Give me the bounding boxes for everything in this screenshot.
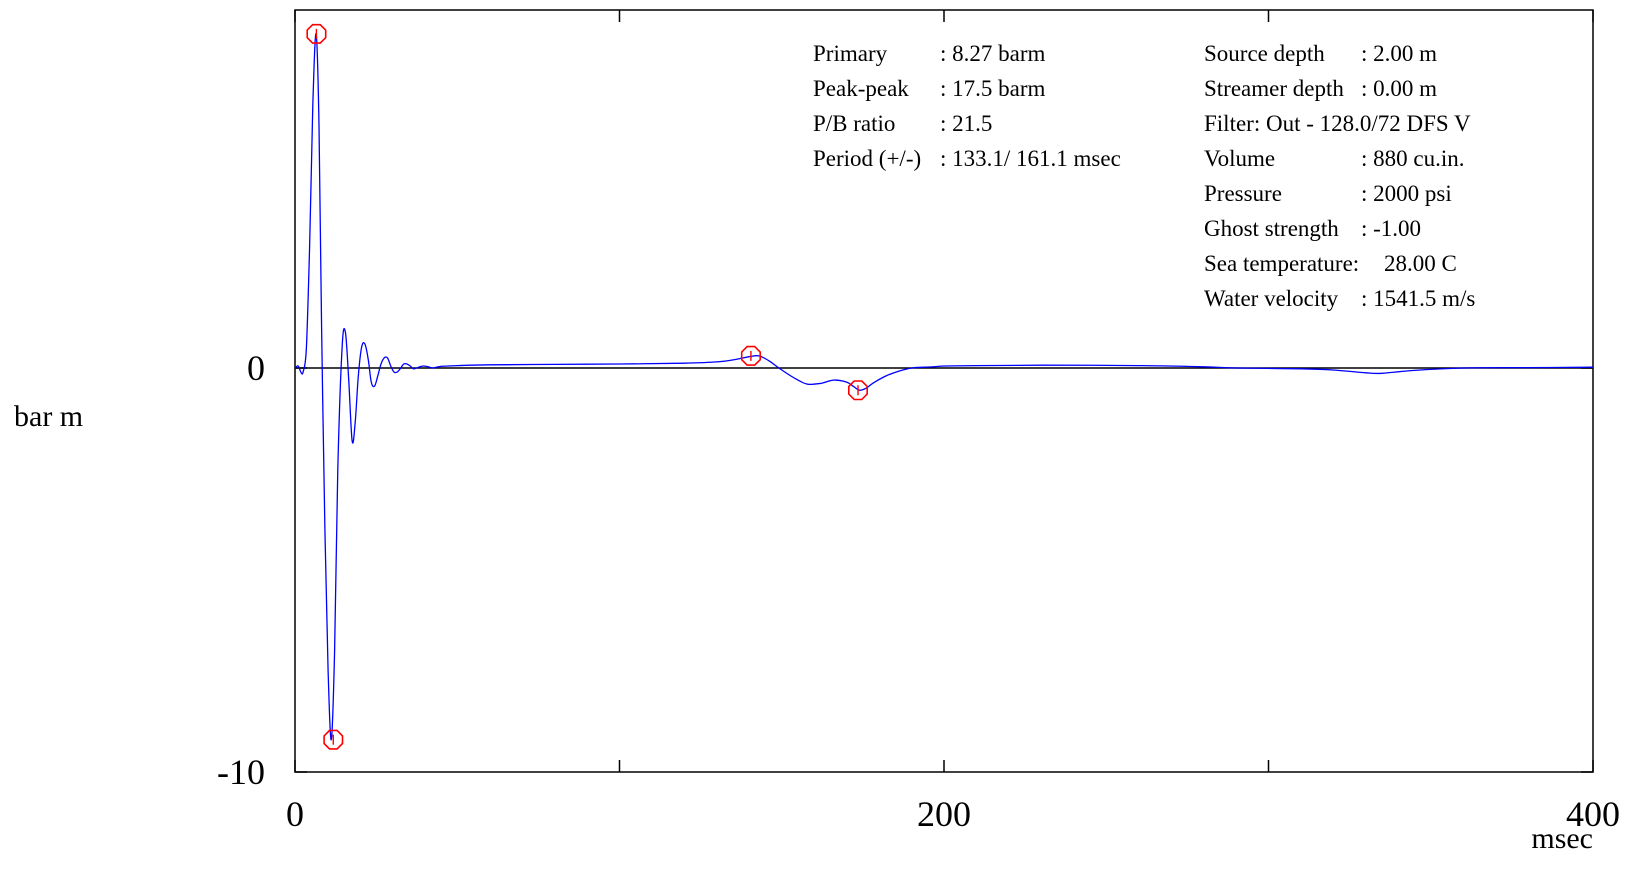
- info-right-row-value: : 2000 psi: [1361, 181, 1452, 206]
- info-right-row-label: Water velocity: [1204, 286, 1339, 311]
- info-panel-left: Primary : 8.27 barm Peak-peak : 17.5 barm P/…: [813, 41, 1121, 171]
- info-right-row-value: : -1.00: [1361, 216, 1421, 241]
- info-right-row-label: Sea temperature:: [1204, 251, 1359, 276]
- info-right-row-label: Pressure: [1204, 181, 1282, 206]
- info-right-row-label: Filter: Out - 128.0/72 DFS V: [1204, 111, 1471, 136]
- info-left-row-value: : 8.27 barm: [940, 41, 1046, 66]
- info-right-row-label: Source depth: [1204, 41, 1325, 66]
- y-tick-label: 0: [247, 348, 265, 388]
- x-tick-label: 200: [917, 794, 971, 834]
- info-left-row-value: : 133.1/ 161.1 msec: [940, 146, 1121, 171]
- peak-marker: [740, 345, 762, 366]
- tick-marks: [294, 10, 1594, 773]
- info-left-row-label: P/B ratio: [813, 111, 895, 136]
- info-right-row-value: : 880 cu.in.: [1361, 146, 1465, 171]
- info-right-row-value: : 0.00 m: [1361, 76, 1437, 101]
- info-right-row-label: Volume: [1204, 146, 1275, 171]
- peak-marker: [306, 23, 327, 44]
- x-tick-label: 0: [286, 794, 304, 834]
- info-left-row-label: Peak-peak: [813, 76, 909, 101]
- peak-marker: [847, 380, 869, 401]
- peak-marker: [323, 729, 344, 750]
- info-left-row-value: : 17.5 barm: [940, 76, 1046, 101]
- info-panel-right: Source depth : 2.00 m Streamer depth : 0.00…: [1204, 41, 1475, 311]
- x-tick-label: 400: [1566, 794, 1620, 834]
- y-axis-label: bar m: [14, 400, 83, 433]
- info-left-row-label: Primary: [813, 41, 888, 66]
- info-right-row-label: Streamer depth: [1204, 76, 1344, 101]
- info-right-row-value: : 1541.5 m/s: [1361, 286, 1475, 311]
- info-left-row-label: Period (+/-): [813, 146, 921, 171]
- signature-trace: [294, 33, 1594, 741]
- info-right-row-value: : 2.00 m: [1361, 41, 1437, 66]
- info-right-row-value: 28.00 C: [1384, 251, 1457, 276]
- y-tick-label: -10: [217, 752, 265, 792]
- peak-markers: [306, 23, 869, 750]
- info-right-row-label: Ghost strength: [1204, 216, 1339, 241]
- info-left-row-value: : 21.5: [940, 111, 992, 136]
- x-axis-label: msec: [1531, 822, 1593, 855]
- tick-labels: 0 200 400 0 -10: [217, 348, 1620, 834]
